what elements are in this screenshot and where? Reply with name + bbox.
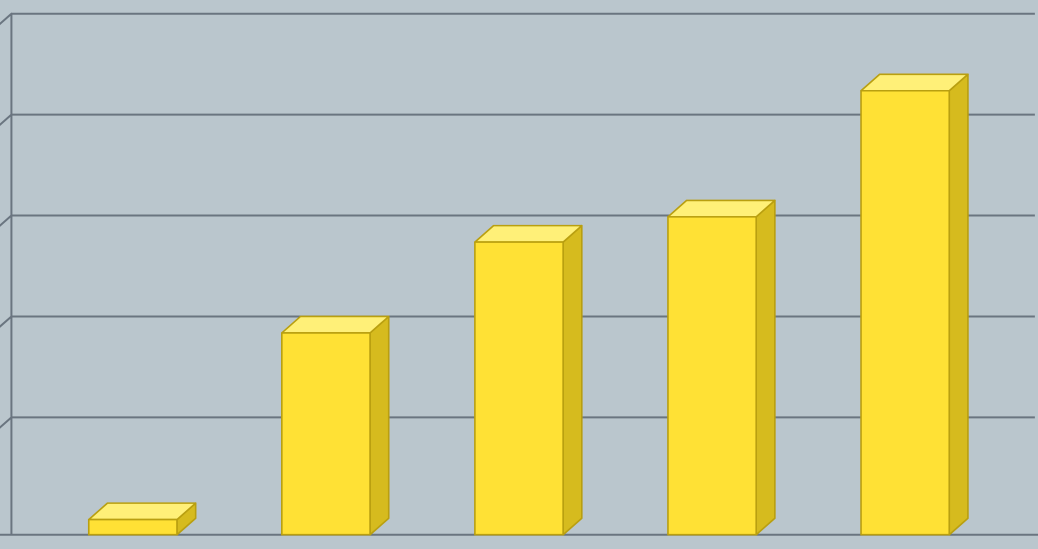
bar-chart-3d xyxy=(0,0,1038,549)
bar-front xyxy=(475,242,563,535)
bar-top xyxy=(861,74,968,90)
bar xyxy=(89,503,196,535)
bar-top xyxy=(475,226,582,242)
bar-top xyxy=(89,503,196,519)
chart-container xyxy=(0,0,1038,549)
bar-top xyxy=(282,316,389,332)
bar-top xyxy=(668,200,775,216)
bar xyxy=(861,74,968,534)
bar xyxy=(668,200,775,534)
bar xyxy=(282,316,389,534)
bar-side xyxy=(370,316,389,534)
bar xyxy=(475,226,582,535)
bar-front xyxy=(282,333,370,535)
bar-front xyxy=(89,520,177,535)
bar-front xyxy=(668,217,756,535)
bar-side xyxy=(563,226,582,535)
bar-side xyxy=(949,74,968,534)
bar-front xyxy=(861,91,949,535)
bar-side xyxy=(756,200,775,534)
